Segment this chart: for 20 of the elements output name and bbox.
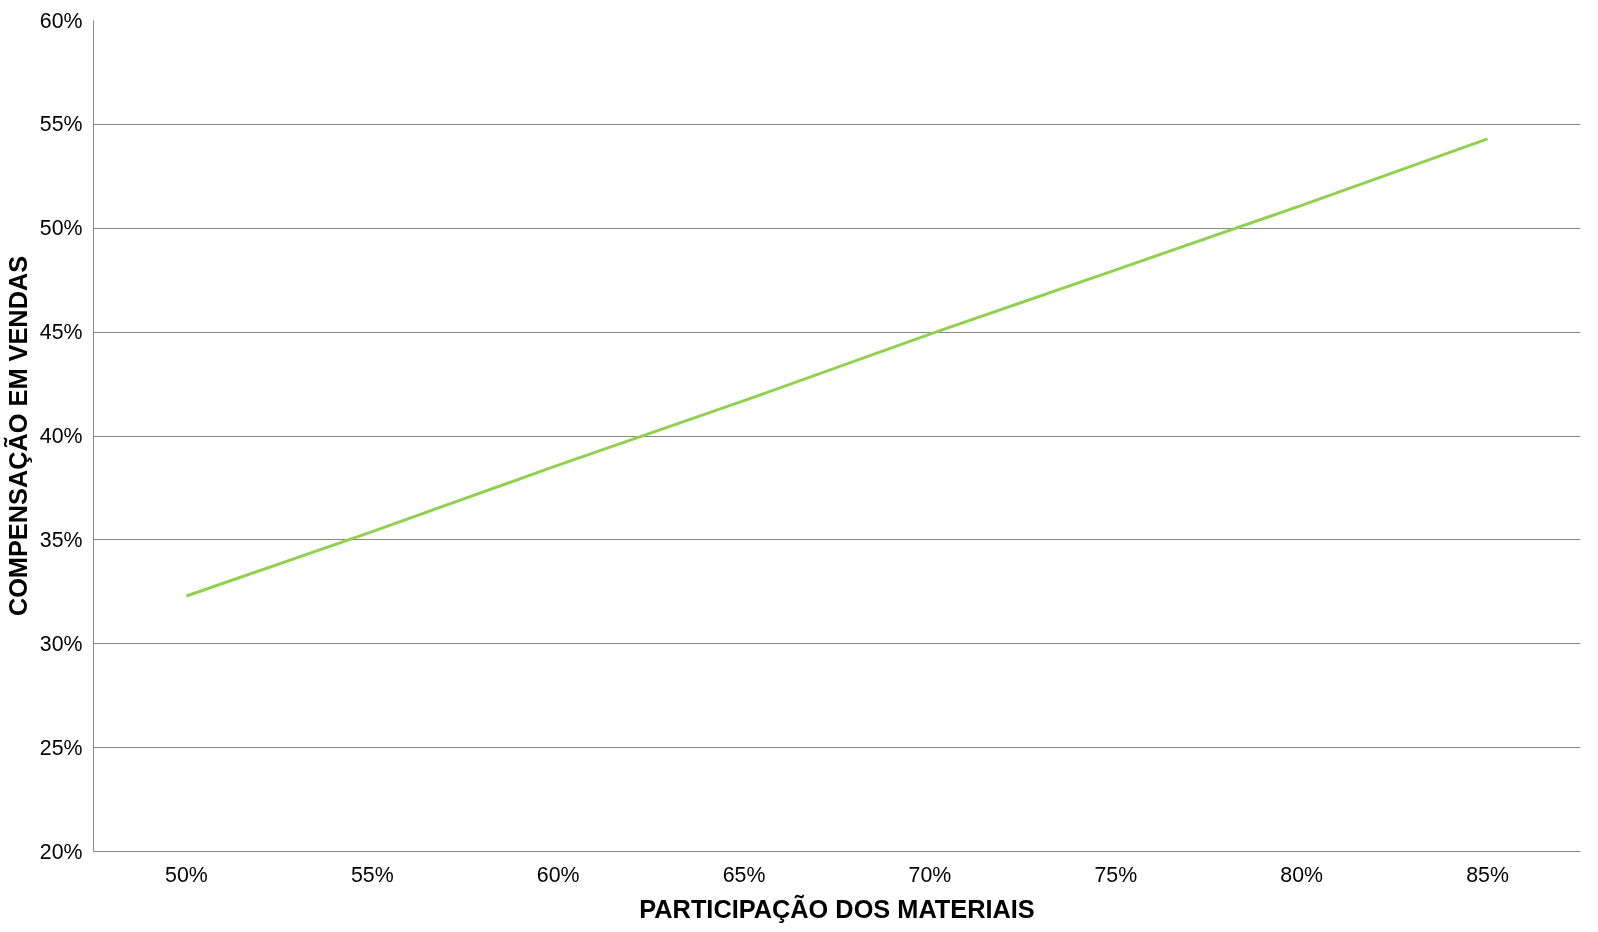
y-tick-label: 20% bbox=[39, 839, 83, 864]
x-tick-label: 75% bbox=[1094, 862, 1138, 887]
y-tick-label: 25% bbox=[39, 735, 83, 760]
x-tick-label: 80% bbox=[1280, 862, 1324, 887]
y-tick-label: 45% bbox=[39, 320, 83, 345]
x-tick-label: 60% bbox=[536, 862, 580, 887]
x-tick-label: 50% bbox=[165, 862, 208, 887]
y-tick-label: 60% bbox=[39, 8, 83, 33]
x-axis-title: PARTICIPAÇÃO DOS MATERIAIS bbox=[639, 893, 1035, 923]
x-tick-label: 65% bbox=[722, 862, 766, 887]
y-tick-label: 35% bbox=[39, 527, 83, 552]
y-tick-label: 40% bbox=[39, 424, 83, 448]
line-series bbox=[184, 137, 1490, 598]
x-tick-label: 55% bbox=[350, 862, 394, 887]
x-tick-label: 85% bbox=[1466, 862, 1509, 887]
y-tick-label: 30% bbox=[39, 631, 83, 656]
x-tick-label: 70% bbox=[908, 862, 952, 887]
y-tick-label: 50% bbox=[39, 216, 83, 241]
y-tick-label: 55% bbox=[39, 112, 83, 137]
y-axis-title: COMPENSAÇÃO EM VENDAS bbox=[2, 255, 32, 617]
